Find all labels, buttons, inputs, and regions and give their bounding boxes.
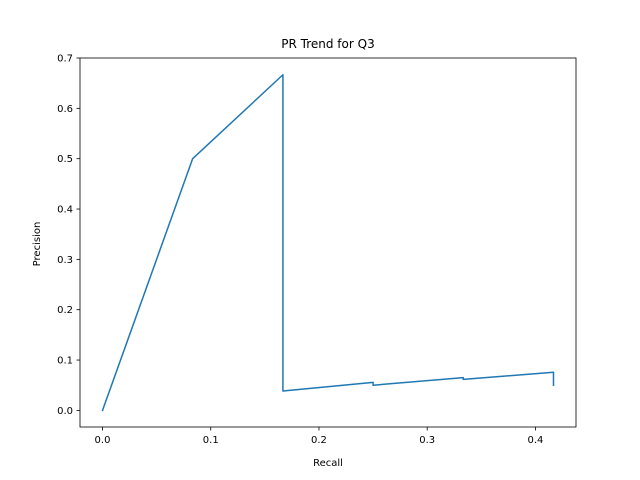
x-tick-label: 0.1 — [203, 435, 219, 446]
y-tick-label: 0.2 — [57, 305, 73, 316]
chart-title: PR Trend for Q3 — [281, 37, 374, 51]
axes-frame — [79, 57, 577, 428]
x-tick-label: 0.3 — [419, 435, 435, 446]
y-tick-label: 0.5 — [57, 154, 73, 165]
y-tick-label: 0.6 — [57, 104, 73, 115]
y-tick-label: 0.4 — [57, 205, 73, 216]
y-tick-label: 0.7 — [57, 54, 73, 65]
y-tick-label: 0.0 — [57, 406, 73, 417]
axis-ticks: 0.0 0.1 0.2 0.3 0.4 0.0 0.1 0.2 0.3 0.4 0.5 0.6 0.7 — [57, 54, 543, 447]
x-tick-label: 0.4 — [527, 435, 543, 446]
x-axis-label: Recall — [313, 458, 343, 469]
y-tick-label: 0.1 — [57, 356, 73, 367]
x-tick-label: 0.0 — [95, 435, 111, 446]
plot-area — [79, 57, 577, 428]
x-tick-label: 0.2 — [311, 435, 327, 446]
y-axis-label: Precision — [32, 222, 43, 267]
y-tick-label: 0.3 — [57, 255, 73, 266]
series-line-0 — [101, 74, 555, 412]
